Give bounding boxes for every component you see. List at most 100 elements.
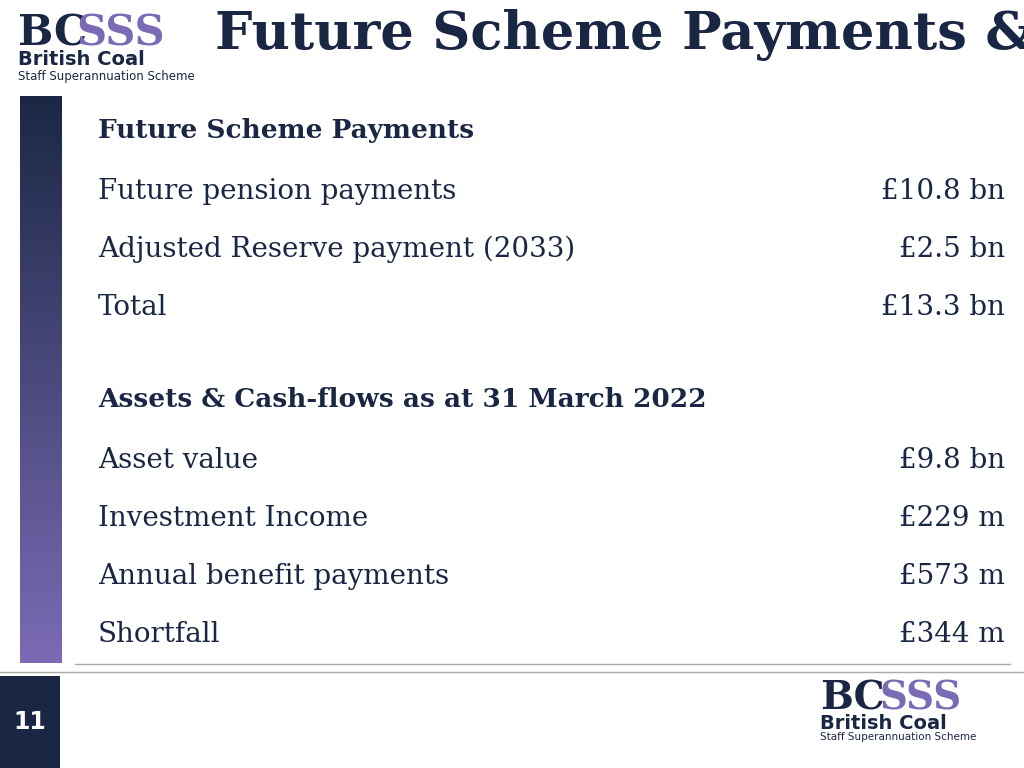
Bar [20, 595, 62, 598]
Text: Adjusted Reserve payment (2033): Adjusted Reserve payment (2033) [98, 236, 575, 263]
Bar [20, 641, 62, 643]
Bar [20, 391, 62, 394]
Bar [20, 442, 62, 445]
Bar [20, 453, 62, 456]
Text: Investment Income: Investment Income [98, 505, 369, 532]
Bar [20, 513, 62, 515]
Text: £9.8 bn: £9.8 bn [899, 447, 1005, 474]
Bar [20, 326, 62, 329]
Bar [20, 521, 62, 524]
Bar [20, 592, 62, 595]
Bar [20, 433, 62, 436]
Bar [20, 396, 62, 399]
Bar [20, 138, 62, 141]
Bar [20, 212, 62, 215]
Bar [20, 601, 62, 604]
Bar [20, 388, 62, 391]
Bar [20, 133, 62, 136]
Bar [20, 240, 62, 243]
Bar [20, 445, 62, 448]
Bar [20, 198, 62, 201]
Bar [20, 227, 62, 229]
Bar [20, 317, 62, 320]
Bar [20, 289, 62, 292]
Bar [20, 187, 62, 190]
Text: Staff Superannuation Scheme: Staff Superannuation Scheme [18, 70, 195, 83]
Bar [20, 223, 62, 227]
Text: Future pension payments: Future pension payments [98, 178, 457, 205]
Bar [20, 422, 62, 425]
Bar [20, 195, 62, 198]
Text: 11: 11 [13, 710, 46, 734]
Text: £344 m: £344 m [899, 621, 1005, 648]
Bar [20, 127, 62, 130]
Bar [20, 394, 62, 396]
Bar [20, 104, 62, 108]
Bar [20, 436, 62, 439]
Bar [20, 275, 62, 277]
Bar [20, 349, 62, 351]
Bar [20, 346, 62, 349]
Bar [20, 555, 62, 558]
Bar [20, 550, 62, 552]
Bar [20, 532, 62, 535]
Bar [20, 495, 62, 498]
Bar [20, 312, 62, 314]
Text: British Coal: British Coal [18, 50, 144, 69]
Bar [20, 286, 62, 289]
Text: Total: Total [98, 294, 168, 321]
Bar [20, 587, 62, 589]
Bar [20, 193, 62, 195]
Bar [20, 657, 62, 660]
Bar [20, 617, 62, 621]
Bar [20, 598, 62, 601]
Bar [20, 181, 62, 184]
Bar [20, 266, 62, 269]
Bar [20, 379, 62, 382]
Text: British Coal: British Coal [820, 714, 947, 733]
Bar [20, 161, 62, 164]
Bar [20, 425, 62, 428]
Bar [20, 170, 62, 173]
Bar [20, 130, 62, 133]
Bar [20, 283, 62, 286]
Bar [20, 156, 62, 158]
Bar [20, 547, 62, 550]
Bar [20, 510, 62, 513]
Bar [20, 487, 62, 490]
Bar [20, 476, 62, 478]
Bar [20, 581, 62, 584]
Text: Future Scheme Payments: Future Scheme Payments [98, 118, 474, 143]
Bar [20, 478, 62, 482]
Bar [20, 184, 62, 187]
Bar [20, 136, 62, 138]
Bar [20, 649, 62, 652]
Bar [20, 405, 62, 408]
Text: Staff Superannuation Scheme: Staff Superannuation Scheme [820, 732, 976, 742]
Bar [20, 260, 62, 263]
Bar [20, 99, 62, 101]
Bar [20, 386, 62, 388]
Bar [20, 331, 62, 334]
Bar [20, 113, 62, 116]
Bar [20, 337, 62, 339]
Bar [20, 561, 62, 564]
Bar [20, 535, 62, 538]
Text: SSS: SSS [880, 680, 963, 718]
Bar [20, 243, 62, 247]
Bar [20, 158, 62, 161]
Bar [20, 515, 62, 518]
Bar [20, 309, 62, 312]
Bar [20, 402, 62, 405]
Bar [20, 456, 62, 459]
Bar [20, 624, 62, 626]
Bar [20, 572, 62, 575]
Bar [20, 339, 62, 343]
Text: Annual benefit payments: Annual benefit payments [98, 563, 450, 590]
Bar [20, 343, 62, 346]
Bar [20, 300, 62, 303]
Bar [20, 448, 62, 450]
Text: Shortfall: Shortfall [98, 621, 220, 648]
Bar [20, 606, 62, 609]
Bar [20, 646, 62, 649]
